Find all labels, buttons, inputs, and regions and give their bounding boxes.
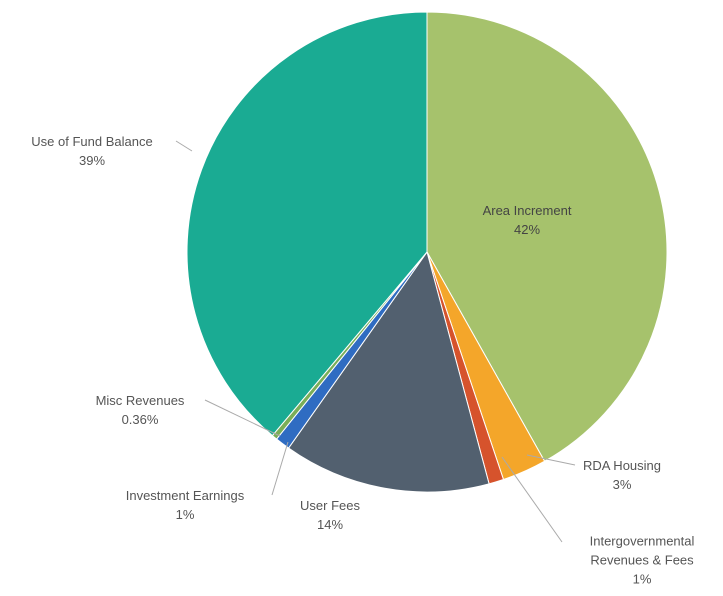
category-label: Misc Revenues (95, 393, 185, 408)
category-label: User Fees (300, 498, 360, 513)
leader-line (204, 399, 281, 437)
leader-line (526, 454, 576, 466)
category-label: Use of Fund Balance (31, 134, 153, 149)
slice-label: Misc Revenues 0.36% (70, 391, 210, 429)
value-label: 1% (175, 507, 195, 522)
value-label: 39% (78, 153, 106, 168)
slice-label: Investment Earnings 1% (100, 486, 270, 524)
value-label: 0.36% (121, 412, 159, 427)
slice-label: Area Increment 42% (452, 201, 602, 239)
slice-label: User Fees 14% (280, 496, 380, 534)
value-label: 1% (632, 571, 652, 587)
pie-slice (426, 11, 668, 462)
value-label: 42% (513, 222, 541, 237)
leader-line (271, 441, 289, 496)
leader-line (175, 140, 193, 152)
pie-slice (186, 11, 428, 437)
pie-slice (287, 250, 490, 493)
category-label: Intergovernmental Revenues & Fees (589, 533, 695, 568)
category-label: Area Increment (482, 203, 572, 218)
leader-line (501, 456, 563, 543)
slice-label: RDA Housing 3% (562, 456, 682, 494)
category-label: Investment Earnings (125, 488, 245, 503)
value-label: 3% (612, 477, 632, 492)
slice-label: Use of Fund Balance 39% (2, 132, 182, 170)
value-label: 14% (316, 517, 344, 532)
slice-label: Intergovernmental Revenues & Fees 1% (567, 532, 717, 589)
category-label: RDA Housing (582, 458, 662, 473)
